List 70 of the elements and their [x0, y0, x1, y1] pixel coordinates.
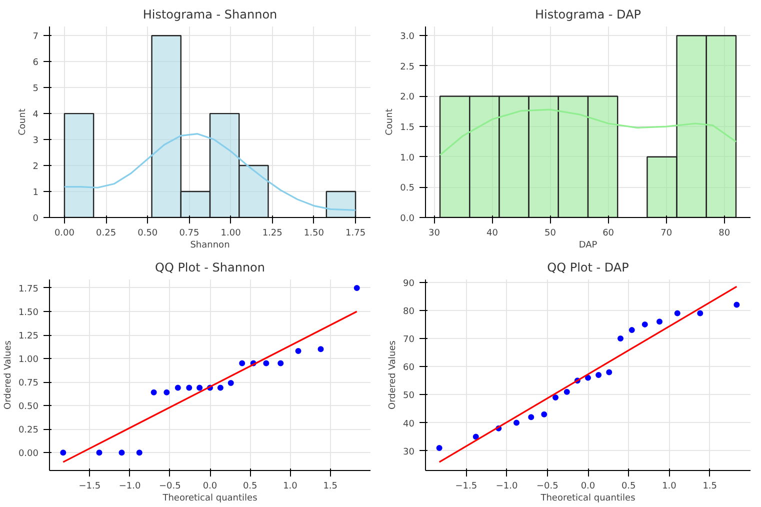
- y-tick-label: 7: [32, 32, 39, 42]
- y-tick-label: 3.0: [400, 32, 415, 42]
- x-tick-label: 1.75: [346, 228, 366, 238]
- y-tick-label: 40: [403, 419, 415, 430]
- chart-title: Histograma - DAP: [534, 8, 642, 22]
- y-tick-label: 1.50: [18, 308, 39, 318]
- y-tick-label: 0: [32, 214, 39, 224]
- x-tick-label: 80: [718, 228, 730, 238]
- y-tick-label: 0.75: [18, 378, 39, 389]
- x-tick-label: 1.0: [662, 482, 677, 492]
- y-tick-label: 6: [32, 58, 39, 68]
- y-tick-label: 2.5: [400, 62, 415, 72]
- y-tick-label: 0.0: [400, 214, 415, 224]
- x-tick-label: −1.5: [455, 482, 478, 492]
- y-axis-title: Count: [385, 108, 396, 136]
- chart-title: Histograma - Shannon: [142, 8, 278, 22]
- x-axis-title: Theoretical quantiles: [540, 494, 636, 504]
- y-tick-label: 0.25: [18, 426, 39, 436]
- x-tick-label: −1.0: [496, 482, 518, 492]
- y-tick-label: 0.5: [400, 184, 415, 194]
- x-tick-label: 40: [486, 228, 498, 238]
- y-tick-label: 1.25: [18, 332, 39, 342]
- x-tick-label: 0.0: [202, 482, 218, 492]
- y-tick-label: 2: [32, 162, 39, 172]
- y-axis-title: Count: [18, 108, 28, 136]
- y-tick-label: 0.00: [18, 449, 39, 460]
- x-axis-title: Theoretical quantiles: [162, 494, 258, 504]
- y-tick-label: 5: [32, 84, 39, 94]
- x-tick-label: 1.50: [304, 228, 324, 238]
- x-tick-label: 0.75: [179, 228, 200, 238]
- y-tick-label: 50: [403, 391, 415, 402]
- y-tick-label: 1.5: [400, 123, 415, 134]
- x-tick-label: 70: [660, 228, 672, 238]
- y-tick-label: 4: [32, 110, 39, 120]
- y-tick-label: 30: [403, 447, 415, 458]
- x-tick-label: 30: [428, 228, 440, 238]
- x-tick-label: 0.00: [54, 228, 75, 238]
- y-tick-label: 90: [403, 278, 415, 289]
- x-tick-label: 1.5: [323, 482, 338, 492]
- y-tick-label: 60: [403, 363, 415, 374]
- x-tick-label: 0.5: [621, 482, 636, 492]
- chart-title: QQ Plot - Shannon: [154, 260, 266, 274]
- x-tick-label: 60: [602, 228, 614, 238]
- x-tick-label: −1.5: [78, 482, 101, 492]
- x-tick-label: 0.0: [580, 482, 596, 492]
- x-tick-label: 1.00: [220, 228, 242, 238]
- y-tick-label: 80: [403, 306, 415, 317]
- x-axis-title: Shannon: [190, 240, 230, 250]
- x-tick-label: 0.5: [242, 482, 258, 492]
- x-tick-label: 0.25: [96, 228, 116, 238]
- x-axis-title: DAP: [578, 240, 598, 250]
- y-tick-label: 1.0: [400, 153, 415, 164]
- x-tick-label: 50: [544, 228, 556, 238]
- x-tick-label: 1.0: [283, 482, 298, 492]
- y-axis-title: Ordered Values: [3, 340, 14, 410]
- x-tick-label: 1.5: [702, 482, 718, 492]
- x-tick-label: 1.25: [262, 228, 282, 238]
- x-tick-label: −0.5: [536, 482, 558, 492]
- y-tick-label: 1.75: [18, 284, 39, 294]
- y-tick-label: 2.0: [400, 92, 415, 103]
- chart-title: QQ Plot - DAP: [547, 260, 629, 274]
- y-axis-title: Ordered Values: [388, 340, 398, 410]
- x-tick-label: −0.5: [158, 482, 181, 492]
- y-tick-label: 1.00: [18, 355, 39, 366]
- x-tick-label: 0.50: [138, 228, 158, 238]
- y-tick-label: 1: [32, 188, 39, 198]
- y-tick-label: 0.50: [18, 402, 39, 412]
- x-tick-label: −1.0: [118, 482, 141, 492]
- y-tick-label: 3: [32, 136, 39, 146]
- y-tick-label: 70: [403, 334, 415, 345]
